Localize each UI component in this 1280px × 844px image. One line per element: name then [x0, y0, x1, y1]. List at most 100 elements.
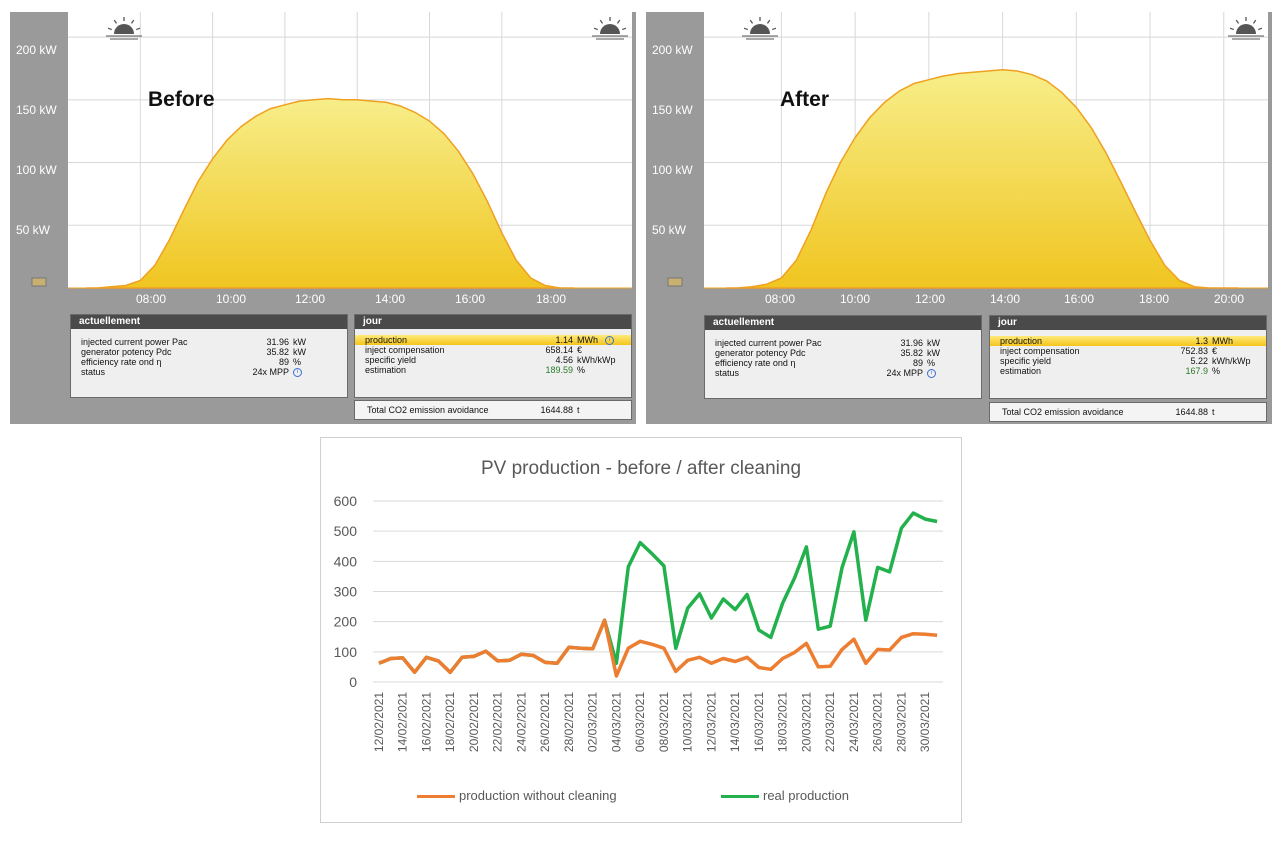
production-area: [726, 68, 1239, 289]
y-tick-label: 150 kW: [652, 103, 693, 117]
co2-value: 1644.88: [540, 405, 573, 415]
legend-without-cleaning: production without cleaning: [459, 788, 617, 803]
legend-swatch-orange: [417, 795, 455, 798]
x-tick-label: 18:00: [1138, 292, 1170, 306]
actuellement-box: actuellement injected current power Pac 3…: [70, 314, 348, 398]
x-tick-label: 14:00: [374, 292, 406, 306]
info-row: estimation 189.59%: [365, 365, 586, 375]
x-tick-label: 04/03/2021: [609, 692, 623, 752]
y-tick-label: 150 kW: [16, 103, 57, 117]
legend-real-production: real production: [763, 788, 849, 803]
info-row: generator potency Pdc 35.82 kW: [81, 347, 306, 357]
x-tick-label: 16/03/2021: [752, 692, 766, 752]
y-tick-label: 200 kW: [652, 43, 693, 57]
x-tick-label: 26/02/2021: [538, 692, 552, 752]
x-tick-label: 18:00: [535, 292, 567, 306]
before-panel: 200 kW 150 kW 100 kW 50 kW 08:00 10:00 1…: [10, 12, 636, 424]
after-panel: 200 kW 150 kW 100 kW 50 kW 08:00 10:00 1…: [646, 12, 1272, 424]
battery-icon: [31, 277, 47, 287]
x-tick-label: 02/03/2021: [586, 692, 600, 752]
line-chart-svg: 0 100 200 300 400 500 600 12/02/2021 14/02/2021 1…: [334, 493, 943, 752]
x-tick-label: 26/03/2021: [871, 692, 885, 752]
info-row: specific yield 5.22 kWh/kWp: [1000, 356, 1251, 366]
y-tick-label: 500: [334, 523, 358, 539]
co2-label: Total CO2 emission avoidance: [367, 405, 489, 415]
x-tick-label: 12/03/2021: [704, 692, 718, 752]
co2-unit: t: [1212, 407, 1215, 417]
before-label: Before: [148, 88, 215, 111]
production-row: production 1.14 MWh i: [355, 335, 631, 345]
after-label: After: [780, 88, 830, 111]
x-tick-label: 22/03/2021: [823, 692, 837, 752]
x-tick-label: 08:00: [764, 292, 796, 306]
info-row: inject compensation 752.83 €: [1000, 346, 1218, 356]
pv-production-chart: PV production - before / after cleaning …: [320, 437, 962, 823]
production-row: production 1.3 MWh: [990, 336, 1266, 346]
y-tick-label: 100 kW: [16, 163, 57, 177]
info-icon[interactable]: i: [293, 368, 302, 377]
after-plot: [667, 12, 1268, 289]
chart-title: PV production - before / after cleaning: [480, 458, 802, 479]
co2-box: Total CO2 emission avoidance 1644.88 t: [989, 402, 1267, 422]
actuellement-header: actuellement: [705, 316, 981, 330]
jour-box: jour production 1.3 MWh inject compensatio…: [989, 315, 1267, 399]
production-area: [86, 97, 575, 289]
co2-unit: t: [577, 405, 580, 415]
y-tick-label: 300: [334, 584, 358, 600]
battery-icon: [667, 277, 683, 287]
x-tick-label: 12:00: [294, 292, 326, 306]
x-tick-label: 20/03/2021: [799, 692, 813, 752]
actuellement-header: actuellement: [71, 315, 347, 329]
x-tick-label: 24/02/2021: [514, 692, 528, 752]
y-tick-label: 100 kW: [652, 163, 693, 177]
x-tick-label: 10/03/2021: [681, 692, 695, 752]
y-tick-label: 400: [334, 553, 358, 569]
co2-box: Total CO2 emission avoidance 1644.88 t: [354, 400, 632, 420]
x-tick-label: 08/03/2021: [657, 692, 671, 752]
x-tick-label: 12:00: [914, 292, 946, 306]
co2-label: Total CO2 emission avoidance: [1002, 407, 1124, 417]
x-tick-label: 18/02/2021: [443, 692, 457, 752]
info-row: status 24x MPP i: [705, 368, 981, 378]
info-row: injected current power Pac 31.96 kW: [81, 337, 306, 347]
series-line: [378, 511, 938, 675]
info-row: efficiency rate ond η 89%: [81, 357, 302, 367]
x-tick-label: 28/02/2021: [562, 692, 576, 752]
info-row: specific yield 4.56 kWh/kWp: [365, 355, 616, 365]
y-tick-label: 0: [349, 674, 357, 690]
x-tick-label: 20:00: [1213, 292, 1245, 306]
x-tick-label: 30/03/2021: [918, 692, 932, 752]
x-tick-label: 22/02/2021: [491, 692, 505, 752]
legend-swatch-green: [721, 795, 759, 798]
co2-value: 1644.88: [1175, 407, 1208, 417]
x-tick-label: 14:00: [989, 292, 1021, 306]
jour-header: jour: [355, 315, 631, 329]
info-icon[interactable]: i: [927, 369, 936, 378]
y-tick-label: 600: [334, 493, 358, 509]
jour-header: jour: [990, 316, 1266, 330]
info-row: status 24x MPP i: [71, 367, 347, 377]
y-tick-label: 100: [334, 644, 358, 660]
info-row: inject compensation 658.14 €: [365, 345, 583, 355]
x-tick-label: 16:00: [454, 292, 486, 306]
x-tick-label: 06/03/2021: [633, 692, 647, 752]
info-row: injected current power Pac 31.96 kW: [715, 338, 940, 348]
info-row: estimation 167.9%: [1000, 366, 1221, 376]
x-tick-label: 12/02/2021: [372, 692, 386, 752]
sunset-icon: [592, 17, 628, 40]
series-line: [378, 618, 938, 678]
y-tick-label: 50 kW: [652, 223, 687, 237]
info-row: efficiency rate ond η 89%: [715, 358, 936, 368]
x-tick-label: 10:00: [215, 292, 247, 306]
sunrise-icon: [106, 17, 142, 40]
before-plot: [31, 12, 632, 289]
x-tick-label: 14/02/2021: [396, 692, 410, 752]
info-icon[interactable]: i: [605, 336, 614, 345]
sunset-icon: [1228, 17, 1264, 40]
y-tick-label: 200: [334, 614, 358, 630]
x-tick-label: 28/03/2021: [894, 692, 908, 752]
x-tick-label: 16/02/2021: [419, 692, 433, 752]
x-tick-label: 08:00: [135, 292, 167, 306]
x-tick-label: 10:00: [839, 292, 871, 306]
actuellement-box: actuellement injected current power Pac 3…: [704, 315, 982, 399]
